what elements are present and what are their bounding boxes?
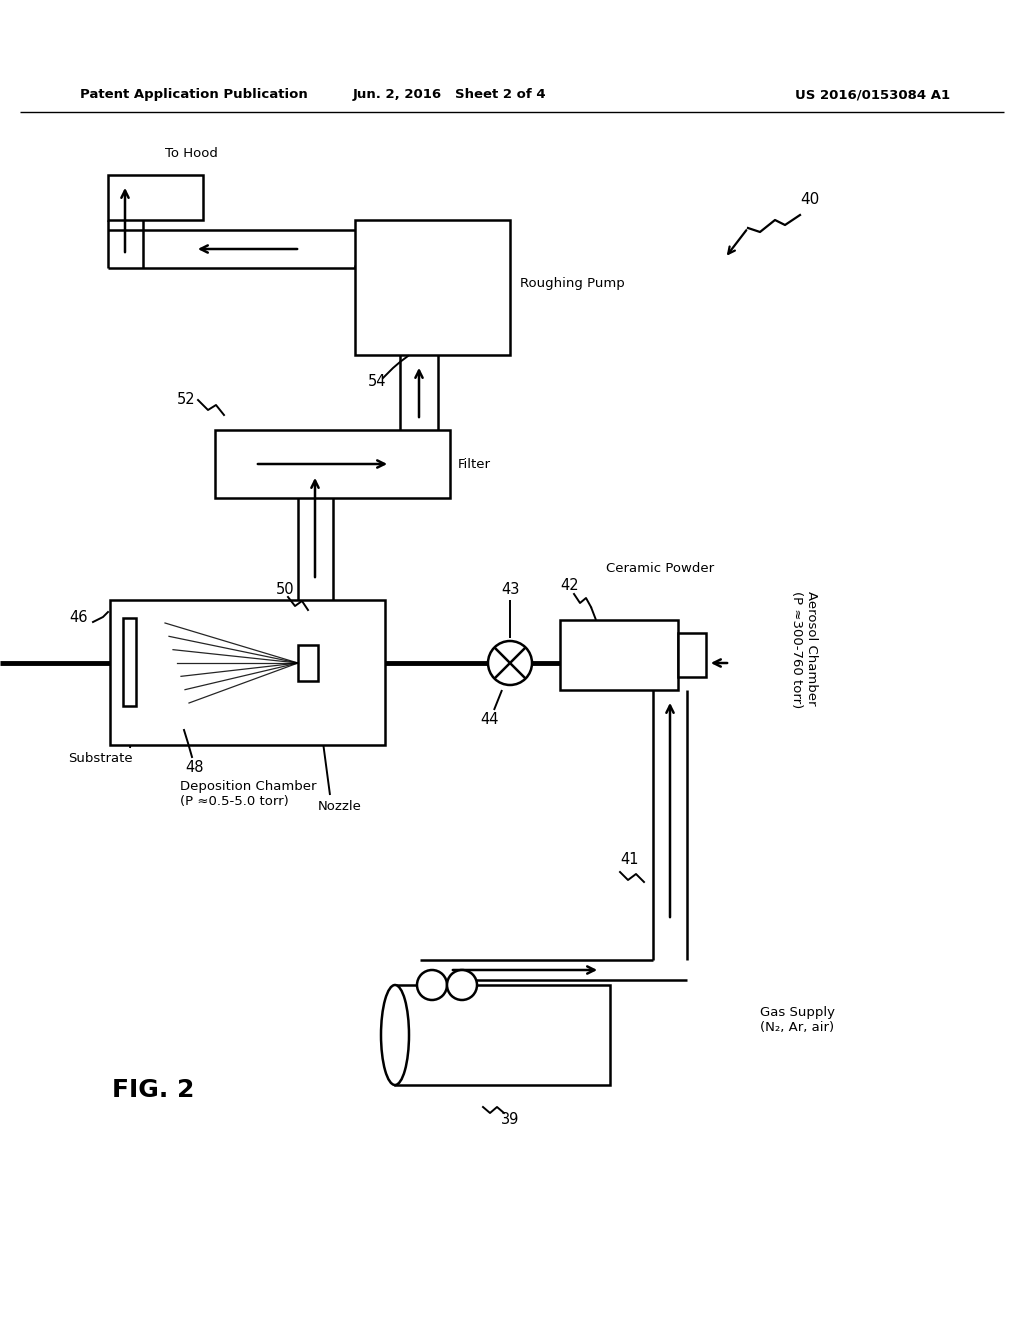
Bar bbox=[215, 430, 450, 498]
Text: FIG. 2: FIG. 2 bbox=[112, 1078, 195, 1102]
Circle shape bbox=[447, 970, 477, 1001]
Bar bbox=[123, 618, 136, 706]
Text: Aerosol Chamber
(P ≈300-760 torr): Aerosol Chamber (P ≈300-760 torr) bbox=[790, 591, 818, 709]
Text: 44: 44 bbox=[480, 713, 500, 727]
Text: Roughing Pump: Roughing Pump bbox=[520, 276, 625, 289]
Text: 43: 43 bbox=[501, 582, 519, 598]
Circle shape bbox=[417, 970, 447, 1001]
Text: Filter: Filter bbox=[458, 458, 490, 470]
Text: Substrate: Substrate bbox=[68, 751, 132, 764]
Text: 39: 39 bbox=[501, 1113, 519, 1127]
Text: 40: 40 bbox=[800, 193, 819, 207]
Text: 48: 48 bbox=[185, 760, 204, 776]
Bar bbox=[108, 176, 203, 220]
Text: Gas Supply
(N₂, Ar, air): Gas Supply (N₂, Ar, air) bbox=[760, 1006, 835, 1034]
Bar bbox=[298, 645, 318, 681]
Bar bbox=[560, 620, 678, 690]
Circle shape bbox=[488, 642, 532, 685]
Text: To Hood: To Hood bbox=[165, 147, 218, 160]
Text: 42: 42 bbox=[561, 578, 580, 593]
Bar bbox=[395, 985, 610, 1085]
Text: Jun. 2, 2016   Sheet 2 of 4: Jun. 2, 2016 Sheet 2 of 4 bbox=[353, 88, 547, 102]
Text: Patent Application Publication: Patent Application Publication bbox=[80, 88, 308, 102]
Bar bbox=[110, 601, 385, 744]
Text: 52: 52 bbox=[176, 392, 195, 408]
Text: 41: 41 bbox=[620, 853, 639, 867]
Text: Deposition Chamber
(P ≈0.5-5.0 torr): Deposition Chamber (P ≈0.5-5.0 torr) bbox=[180, 780, 316, 808]
Text: 46: 46 bbox=[70, 610, 88, 626]
Text: US 2016/0153084 A1: US 2016/0153084 A1 bbox=[795, 88, 950, 102]
Bar bbox=[355, 220, 510, 355]
Bar bbox=[678, 634, 706, 677]
Text: 54: 54 bbox=[368, 375, 386, 389]
Text: Nozzle: Nozzle bbox=[318, 800, 361, 813]
Text: 50: 50 bbox=[275, 582, 294, 598]
Ellipse shape bbox=[381, 985, 409, 1085]
Text: Ceramic Powder: Ceramic Powder bbox=[606, 562, 714, 576]
